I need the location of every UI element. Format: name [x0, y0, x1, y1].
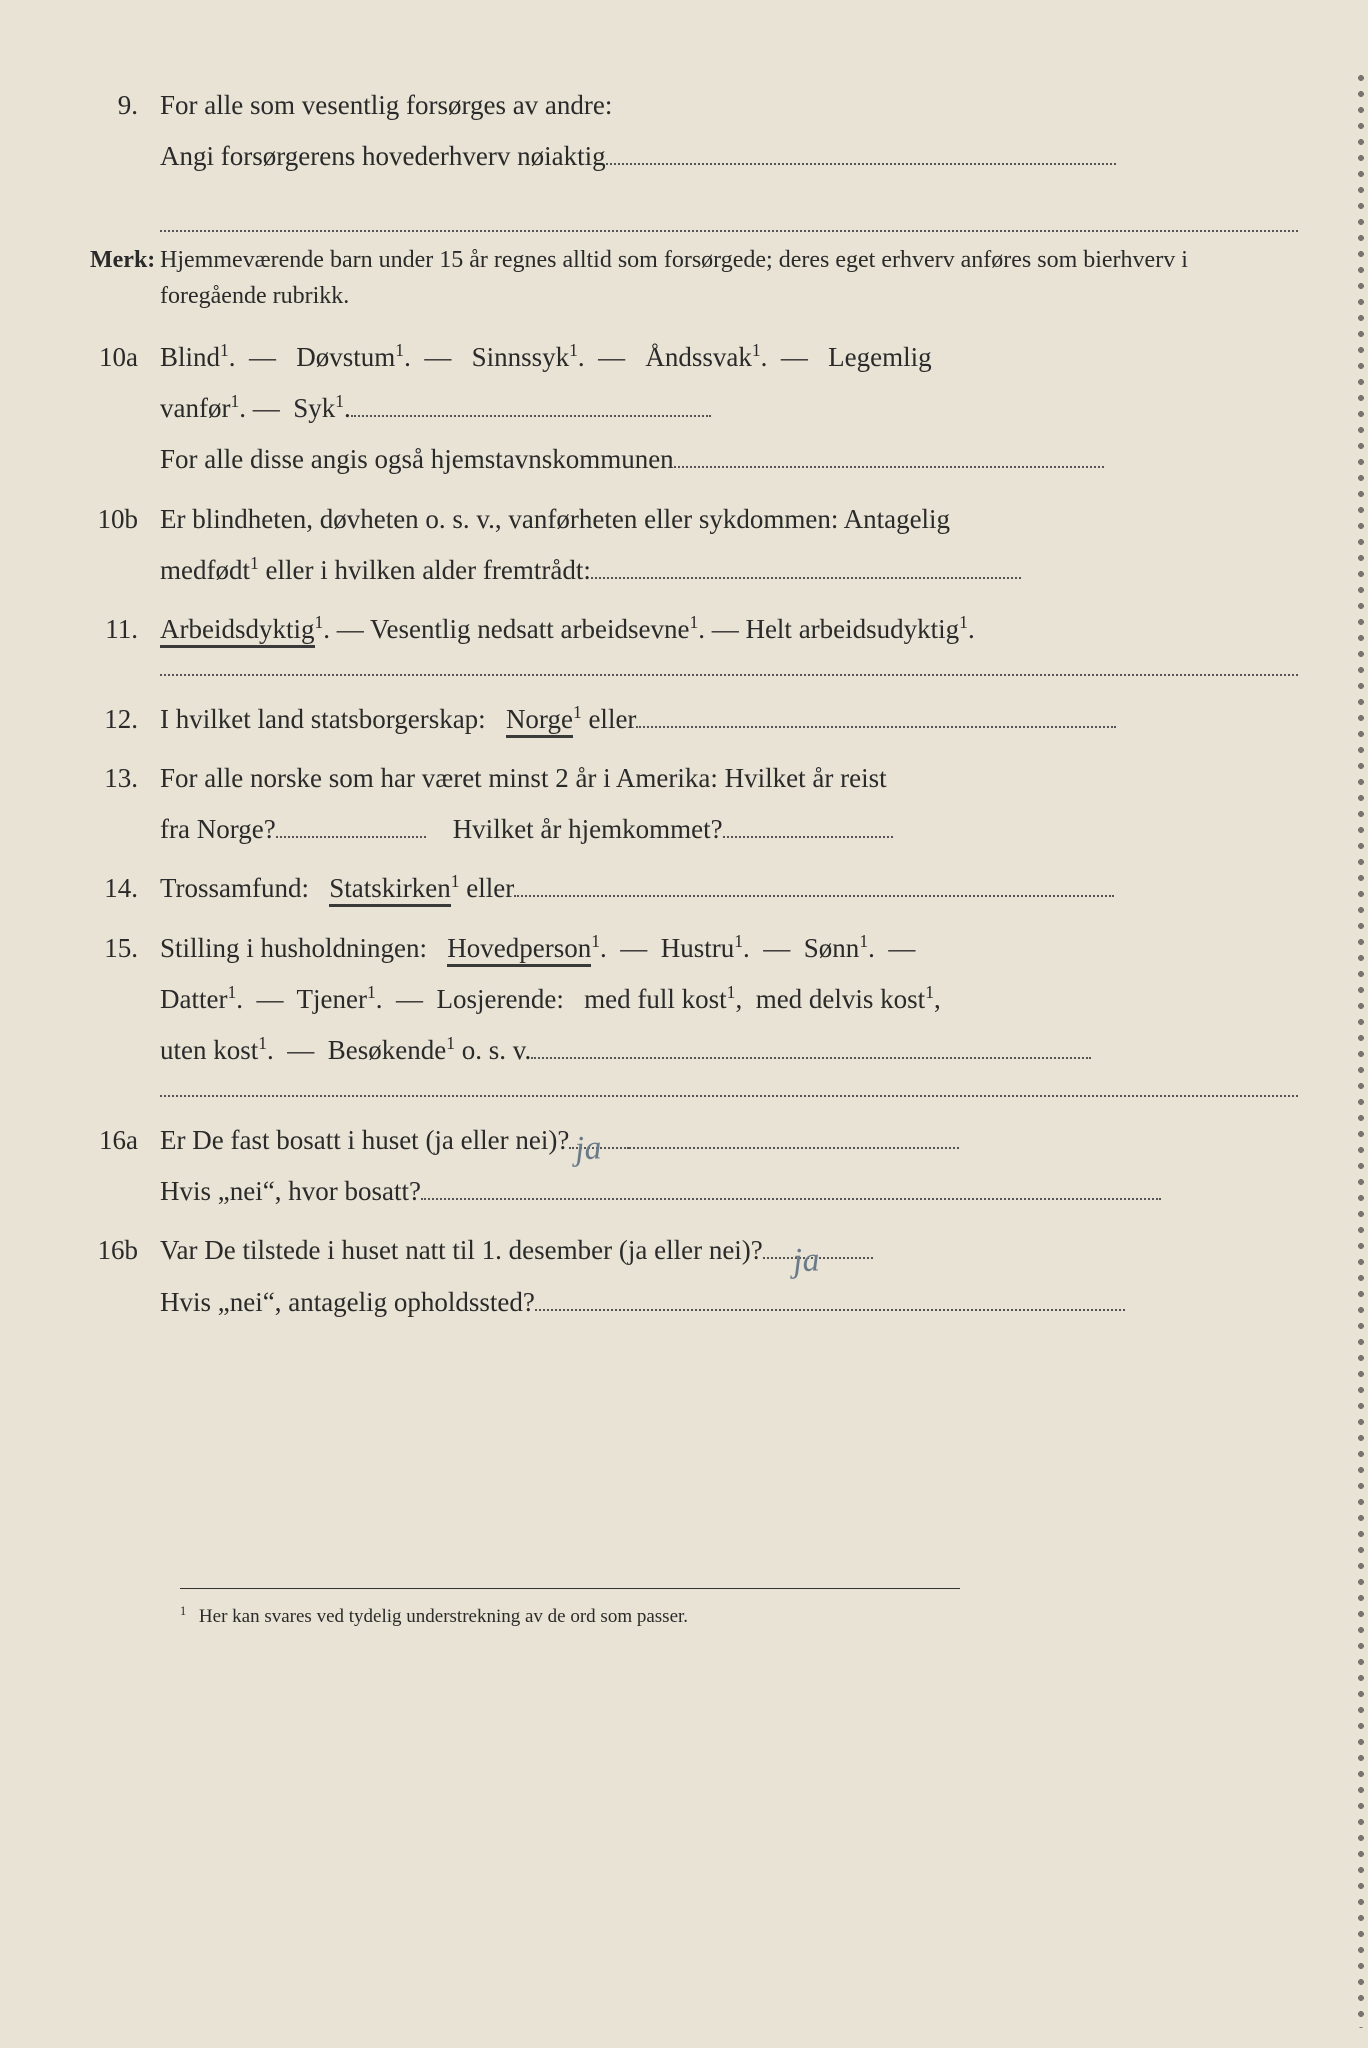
q11-content: Arbeidsdyktig1. — Vesentlig nedsatt arbe…	[160, 604, 1298, 655]
q10b-blank	[591, 577, 1021, 579]
q13-number: 13.	[90, 753, 160, 856]
q16a-blank1: ja	[569, 1147, 629, 1149]
q10a-opt-legemlig: Legemlig	[828, 342, 931, 372]
perforated-edge	[1354, 70, 1368, 2028]
q15-blank	[531, 1057, 1091, 1059]
q10a-opt-dovstum: Døvstum	[296, 342, 395, 372]
q9-number: 9.	[90, 80, 160, 232]
q15-text: Stilling i husholdningen:	[160, 933, 427, 963]
q15-besokende: Besøkende	[328, 1035, 446, 1065]
question-11: 11. Arbeidsdyktig1. — Vesentlig nedsatt …	[90, 604, 1298, 655]
q15-osv: o. s. v.	[455, 1035, 531, 1065]
merk-text: Hjemmeværende barn under 15 år regnes al…	[160, 242, 1298, 314]
q15-tjener: Tjener	[297, 984, 367, 1014]
q16a-text1: Er De fast bosatt i huset (ja eller nei)…	[160, 1125, 569, 1155]
q15-number: 15.	[90, 923, 160, 1077]
q10a-content: Blind1. — Døvstum1. — Sinnssyk1. — Åndss…	[160, 332, 1298, 486]
q15-losjerende: Losjerende:	[436, 984, 563, 1014]
question-12: 12. I hvilket land statsborgerskap: Norg…	[90, 694, 1298, 745]
q10a-syk: Syk	[293, 393, 335, 423]
question-14: 14. Trossamfund: Statskirken1 eller	[90, 863, 1298, 914]
note-merk: Merk: Hjemmeværende barn under 15 år reg…	[90, 242, 1298, 314]
q10a-number: 10a	[90, 332, 160, 486]
q10a-line3: For alle disse angis også hjemstavnskomm…	[160, 444, 674, 474]
q15-hovedperson-underlined: Hovedperson	[447, 933, 591, 967]
q9-blank	[606, 163, 1116, 165]
q10b-medfodt: medfødt	[160, 555, 250, 585]
q16a-text2: Hvis „nei“, hvor bosatt?	[160, 1176, 421, 1206]
footnote: 1 Her kan svares ved tydelig understrekn…	[180, 1588, 960, 1635]
q15-kost1: med full kost	[584, 984, 727, 1014]
q10b-number: 10b	[90, 494, 160, 597]
q10a-opt-andssvak: Åndssvak	[645, 342, 752, 372]
q11-opt1-underlined: Arbeidsdyktig	[160, 614, 315, 648]
question-15: 15. Stilling i husholdningen: Hovedperso…	[90, 923, 1298, 1077]
q12-content: I hvilket land statsborgerskap: Norge1 e…	[160, 694, 1298, 745]
q16b-content: Var De tilstede i huset natt til 1. dese…	[160, 1225, 1298, 1328]
q13-blank2	[723, 836, 893, 838]
q14-content: Trossamfund: Statskirken1 eller	[160, 863, 1298, 914]
q15-kost2: med delvis kost	[756, 984, 926, 1014]
q10a-opt-sinnssyk: Sinnssyk	[472, 342, 570, 372]
q12-norge-underlined: Norge	[506, 704, 573, 738]
q14-blank	[514, 895, 1114, 897]
question-10a: 10a Blind1. — Døvstum1. — Sinnssyk1. — Å…	[90, 332, 1298, 486]
q16b-answer: ja	[791, 1229, 821, 1295]
q16a-content: Er De fast bosatt i huset (ja eller nei)…	[160, 1115, 1298, 1218]
q13-blank1	[276, 836, 426, 838]
q12-text: I hvilket land statsborgerskap:	[160, 704, 486, 734]
question-16b: 16b Var De tilstede i huset natt til 1. …	[90, 1225, 1298, 1328]
q16b-number: 16b	[90, 1225, 160, 1328]
divider-1	[160, 674, 1298, 676]
q15-hustru: Hustru	[661, 933, 735, 963]
q10b-content: Er blindheten, døvheten o. s. v., vanfør…	[160, 494, 1298, 597]
q16b-blank2	[535, 1309, 1125, 1311]
q16b-text2: Hvis „nei“, antagelig opholdssted?	[160, 1287, 535, 1317]
q11-number: 11.	[90, 604, 160, 655]
q9-content: For alle som vesentlig forsørges av andr…	[160, 80, 1298, 232]
q10a-vanfor: vanfør	[160, 393, 230, 423]
q14-text: Trossamfund:	[160, 873, 309, 903]
q15-datter: Datter	[160, 984, 227, 1014]
q11-opt3: Helt arbeidsudyktig	[745, 614, 959, 644]
q14-number: 14.	[90, 863, 160, 914]
q12-blank	[636, 726, 1116, 728]
q15-sonn: Sønn	[804, 933, 860, 963]
q9-line1: For alle som vesentlig forsørges av andr…	[160, 90, 612, 120]
q10b-text1: Er blindheten, døvheten o. s. v., vanfør…	[160, 504, 950, 534]
q16a-blank2	[421, 1198, 1161, 1200]
q13-text2b: Hvilket år hjemkommet?	[453, 814, 723, 844]
census-form-page: 9. For alle som vesentlig forsørges av a…	[0, 0, 1368, 1675]
footnote-marker: 1	[180, 1604, 186, 1618]
q13-content: For alle norske som har været minst 2 år…	[160, 753, 1298, 856]
q10a-blank1	[351, 415, 711, 417]
merk-label: Merk:	[90, 242, 160, 314]
q10a-blank2	[674, 466, 1104, 468]
q14-eller: eller	[460, 873, 515, 903]
q16b-blank1: ja	[763, 1257, 873, 1259]
question-16a: 16a Er De fast bosatt i huset (ja eller …	[90, 1115, 1298, 1218]
question-9: 9. For alle som vesentlig forsørges av a…	[90, 80, 1298, 232]
q16b-text1: Var De tilstede i huset natt til 1. dese…	[160, 1235, 763, 1265]
q16a-number: 16a	[90, 1115, 160, 1218]
q15-content: Stilling i husholdningen: Hovedperson1. …	[160, 923, 1298, 1077]
q15-kost3: uten kost	[160, 1035, 258, 1065]
q12-eller: eller	[582, 704, 637, 734]
q13-text1: For alle norske som har været minst 2 år…	[160, 763, 887, 793]
question-13: 13. For alle norske som har været minst …	[90, 753, 1298, 856]
question-10b: 10b Er blindheten, døvheten o. s. v., va…	[90, 494, 1298, 597]
q16a-blank1b	[629, 1147, 959, 1149]
q12-number: 12.	[90, 694, 160, 745]
q10a-opt-blind: Blind	[160, 342, 220, 372]
q16a-answer: ja	[574, 1116, 604, 1182]
q9-blank-line	[160, 189, 1298, 232]
q10b-text2b: eller i hvilken alder fremtrådt:	[259, 555, 591, 585]
footnote-text: Her kan svares ved tydelig understreknin…	[199, 1606, 688, 1627]
q11-opt2: Vesentlig nedsatt arbeidsevne	[370, 614, 689, 644]
q9-line2: Angi forsørgerens hovederhverv nøiaktig	[160, 141, 606, 171]
q14-statskirken-underlined: Statskirken	[329, 873, 451, 907]
divider-2	[160, 1095, 1298, 1097]
q13-text2a: fra Norge?	[160, 814, 276, 844]
